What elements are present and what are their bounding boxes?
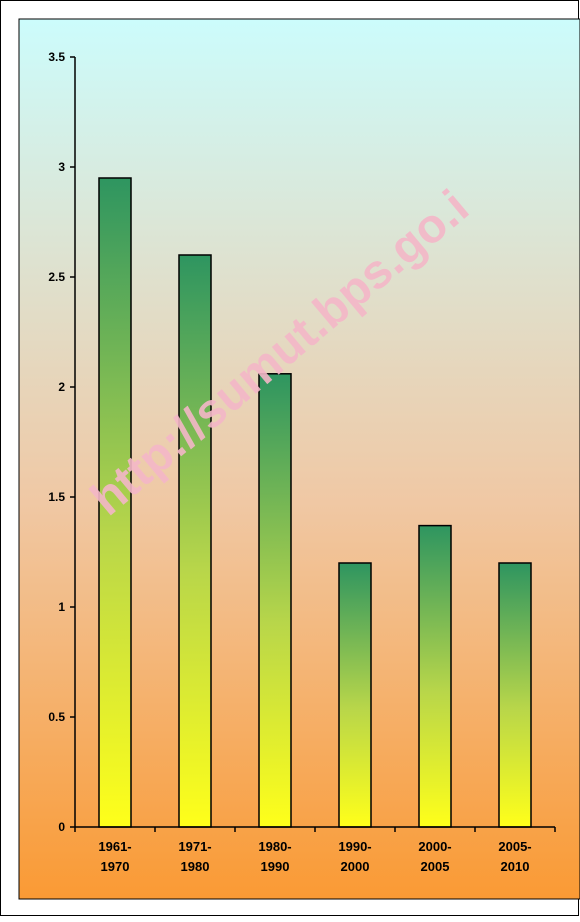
axes-layer: 0 0.5 1 1.5 2 2.5 3 3.5 1961-1970 1971-1980 1980-1…: [48, 50, 556, 874]
y-tick-label: 3.5: [48, 50, 65, 64]
y-tick-label: 3: [58, 160, 65, 174]
x-tick-label: 1971-1980: [178, 839, 211, 874]
bar: [418, 524, 452, 828]
bar: [178, 254, 212, 828]
bar: [498, 562, 532, 828]
bar: [258, 373, 292, 828]
x-tick-label: 1961-1970: [98, 839, 131, 874]
x-tick-label: 1990-2000: [338, 839, 371, 874]
y-tick-label: 0.5: [48, 710, 65, 724]
x-tick-label: 2000-2005: [418, 839, 451, 874]
y-tick-label: 2.5: [48, 270, 65, 284]
y-tick-label: 1.5: [48, 490, 65, 504]
y-tick-label: 1: [58, 600, 65, 614]
bar: [338, 562, 372, 828]
x-tick-label: 2005-2010: [498, 839, 531, 874]
y-tick-label: 2: [58, 380, 65, 394]
y-tick-label: 0: [58, 820, 65, 834]
x-tick-label: 1980-1990: [258, 839, 291, 874]
